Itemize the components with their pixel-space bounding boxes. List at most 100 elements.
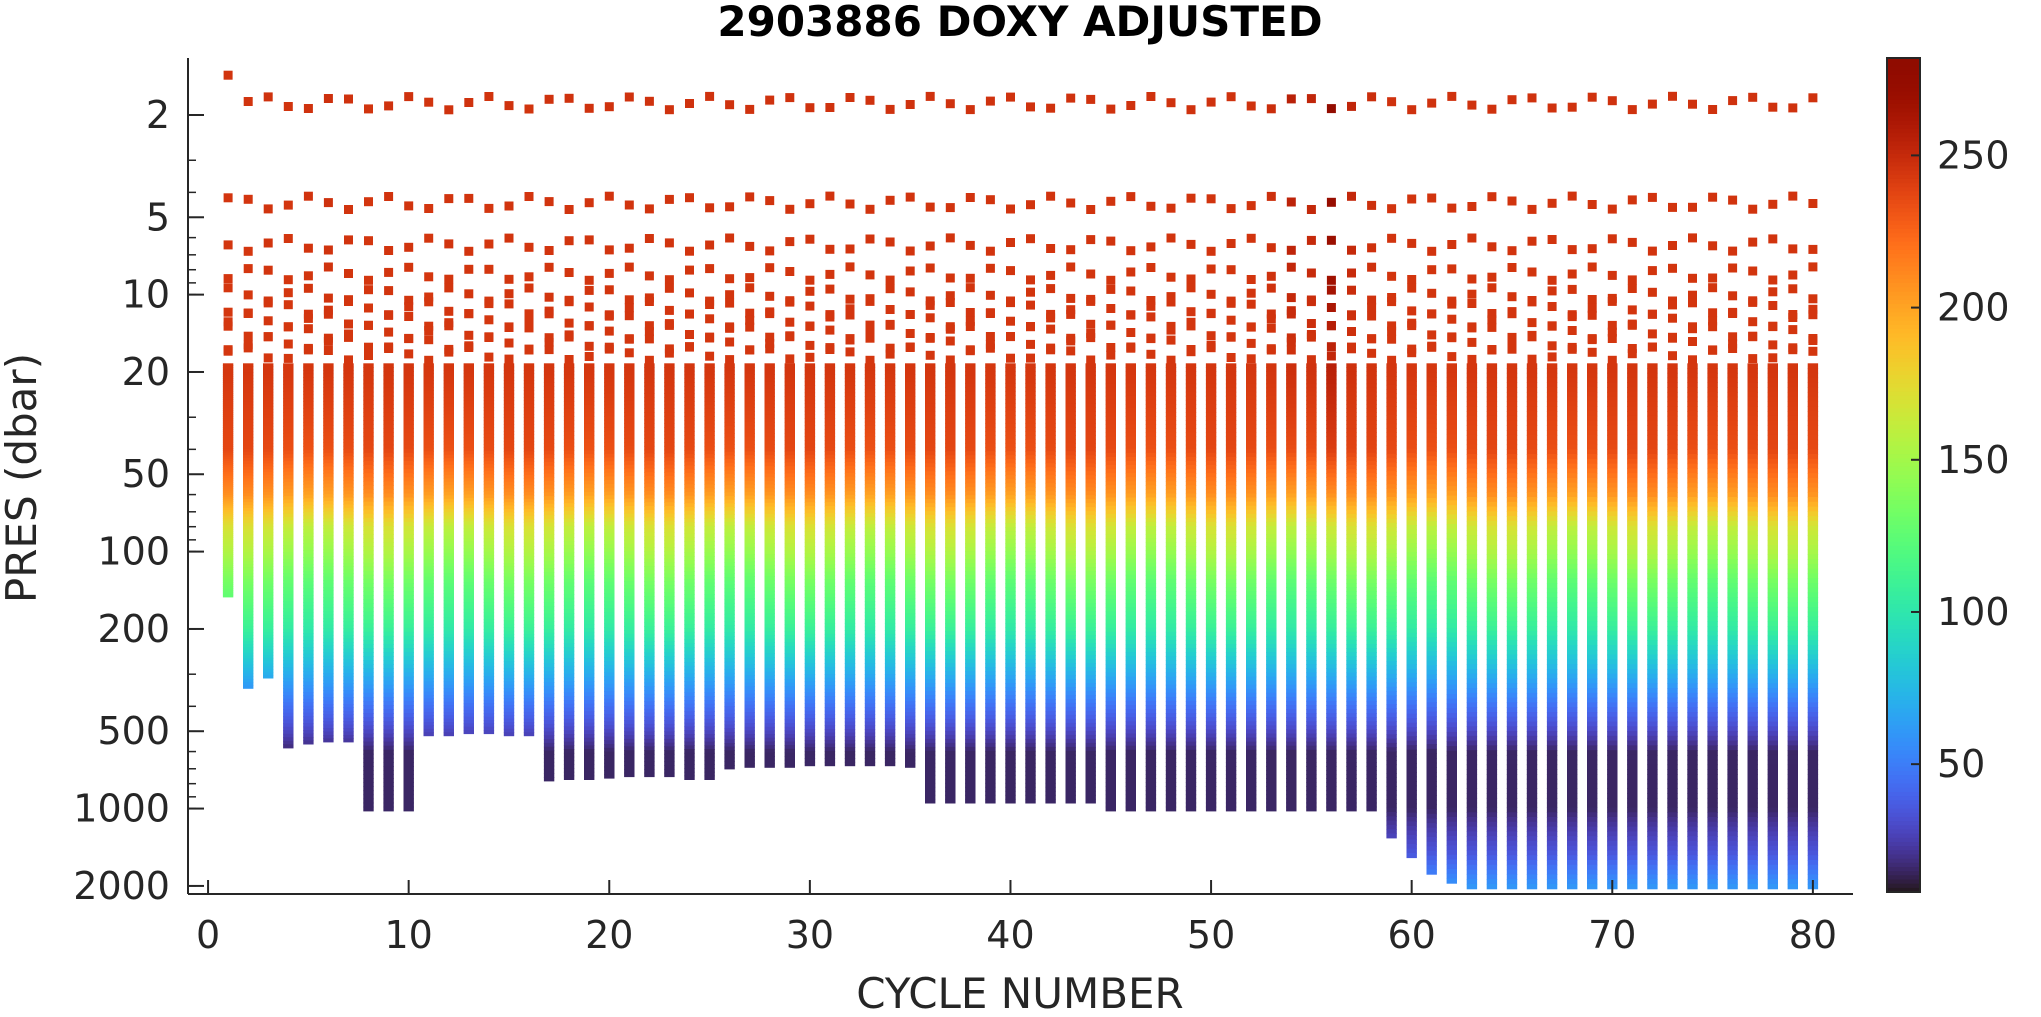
sample-point [664,283,674,293]
profile-segment [945,471,956,476]
sample-point [263,332,273,342]
sample-point [925,91,935,101]
profile-segment [463,578,474,583]
profile-segment [905,469,916,475]
sample-point [825,312,835,322]
profile-segment [764,418,775,423]
profile-segment [724,602,735,608]
profile-segment [624,648,635,654]
profile-segment [884,571,896,576]
profile-segment [664,686,675,691]
profile-segment [1045,407,1056,412]
profile-segment [844,480,856,485]
profile-segment [884,381,896,386]
profile-segment [724,569,735,574]
profile-segment [303,453,314,458]
profile-segment [283,681,294,686]
profile-segment [945,687,956,692]
profile-segment [343,432,354,437]
profile-segment [303,539,314,544]
profile-segment [323,724,334,729]
profile-segment [744,697,755,702]
profile-segment [443,586,454,591]
profile-segment [222,446,234,449]
profile-segment [423,563,434,567]
profile-segment [824,527,836,533]
profile-segment [1045,395,1056,400]
profile-cycle-26 [724,100,735,770]
profile-segment [1005,395,1016,400]
profile-segment [804,721,816,726]
profile-segment [503,718,515,723]
profile-segment [624,738,635,744]
profile-segment [985,750,996,756]
profile-segment [664,614,675,620]
profile-segment [644,660,655,665]
profile-segment [744,543,755,548]
profile-segment [483,709,495,714]
profile-segment [1025,790,1036,796]
profile-segment [343,714,354,719]
profile-segment [744,440,755,445]
profile-segment [563,522,575,527]
profile-segment [523,417,535,422]
profile-segment [383,481,394,486]
profile-segment [784,370,795,375]
profile-segment [824,747,836,752]
profile-segment [844,743,856,748]
profile-segment [423,576,434,581]
profile-segment [844,505,856,511]
profile-segment [945,651,956,656]
profile-segment [704,571,715,576]
profile-segment [905,664,916,669]
profile-segment [1025,651,1036,656]
profile-segment [1025,515,1036,520]
profile-segment [584,514,595,519]
profile-segment [604,480,615,485]
profile-segment [323,445,334,450]
profile-segment [323,411,334,416]
profile-segment [764,646,775,651]
profile-segment [383,778,394,783]
profile-segment [965,507,976,512]
profile-segment [684,631,695,637]
sample-point [644,204,654,214]
profile-segment [784,407,795,412]
sample-point [925,263,935,273]
profile-segment [243,632,254,636]
profile-segment [423,529,434,534]
profile-segment [864,396,876,401]
profile-segment [965,667,976,672]
profile-segment [222,467,234,470]
sample-point [404,349,414,359]
profile-segment [503,471,515,476]
profile-segment [363,493,374,499]
profile-segment [624,671,635,676]
profile-segment [925,387,936,392]
profile-segment [443,532,454,537]
profile-segment [844,758,856,763]
profile-segment [664,757,675,763]
sample-point [364,351,373,360]
profile-segment [764,535,775,541]
profile-segment [523,397,535,402]
profile-segment [844,703,856,708]
profile-segment [704,635,715,641]
profile-segment [263,509,274,513]
profile-segment [604,423,615,428]
profile-segment [925,762,936,768]
profile-segment [283,517,294,522]
profile-segment [824,388,836,394]
profile-segment [724,757,735,762]
profile-segment [263,420,274,424]
profile-segment [343,401,354,406]
profile-segment [864,363,876,368]
profile-segment [965,535,976,540]
profile-segment [584,548,595,553]
profile-segment [905,363,916,368]
profile-segment [784,374,795,379]
profile-segment [864,557,876,562]
profile-segment [323,611,334,616]
profile-segment [363,509,374,515]
sample-point [885,195,895,205]
